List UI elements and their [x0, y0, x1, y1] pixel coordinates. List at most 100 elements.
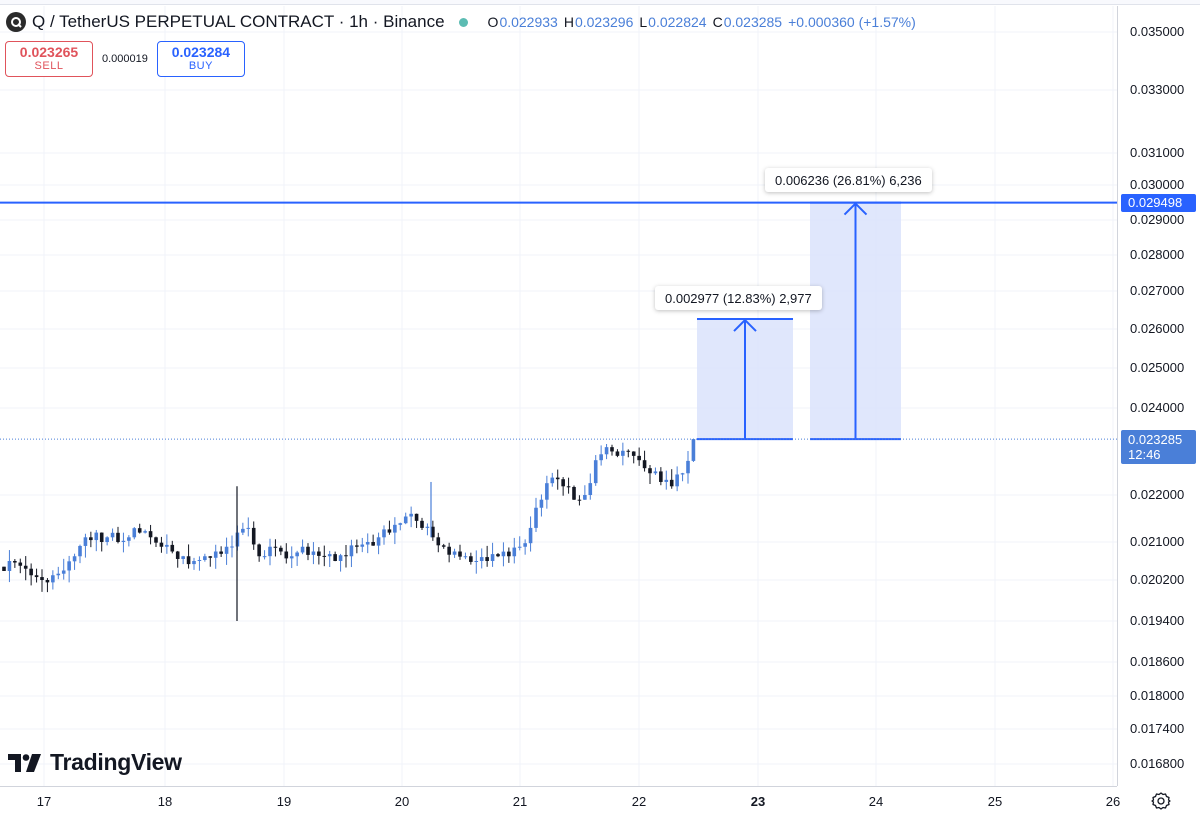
- candle-body: [18, 562, 23, 566]
- candle-body: [89, 537, 93, 541]
- bar-countdown: 12:46: [1128, 447, 1161, 462]
- candle-body: [523, 543, 527, 547]
- candle-body: [572, 486, 576, 500]
- top-toolbar-edge: [0, 0, 1200, 5]
- chart-pane[interactable]: [0, 6, 1117, 786]
- symbol-title[interactable]: Q / TetherUS PERPETUAL CONTRACT · 1h · B…: [32, 12, 445, 31]
- candle-body: [631, 451, 636, 456]
- candle-body: [170, 544, 175, 552]
- candle-body: [203, 556, 207, 560]
- candle-body: [2, 566, 6, 571]
- candle-body: [23, 565, 28, 569]
- candle-body: [295, 552, 299, 557]
- open-key: O: [487, 14, 499, 30]
- candle-body: [452, 551, 457, 555]
- chart-settings-gear-icon[interactable]: [1150, 790, 1172, 812]
- candle-body: [181, 556, 185, 559]
- candle-body: [333, 554, 337, 561]
- candle-body: [51, 575, 55, 583]
- time-tick: 22: [631, 794, 647, 809]
- candle-body: [555, 477, 560, 480]
- candle-body: [479, 557, 484, 561]
- last-price-tag: 0.023285 12:46: [1121, 430, 1196, 464]
- time-tick: 21: [512, 794, 528, 809]
- price-axis[interactable]: 0.035000 0.033000 0.031000 0.030000 0.029000…: [1117, 6, 1200, 786]
- candle-body: [45, 580, 50, 583]
- measure-label-1[interactable]: 0.002977 (12.83%) 2,977: [655, 286, 822, 310]
- candle-body: [382, 529, 386, 538]
- candle-body: [621, 450, 625, 456]
- candle-body: [615, 451, 620, 456]
- sell-price: 0.023265: [19, 44, 79, 60]
- candle-body: [159, 542, 164, 547]
- candle-body: [365, 542, 370, 545]
- candle-body: [154, 537, 158, 543]
- price-tick: 0.018600: [1130, 654, 1185, 669]
- price-tick: 0.024000: [1130, 400, 1185, 415]
- candle-body: [322, 555, 327, 557]
- tradingview-logo[interactable]: TradingView: [8, 749, 182, 776]
- candle-body: [507, 551, 511, 557]
- sell-label: SELL: [34, 60, 64, 72]
- candle-body: [143, 531, 147, 533]
- candle-body: [512, 547, 517, 557]
- candle-body: [637, 455, 641, 461]
- candle-body: [355, 545, 359, 547]
- candle-body: [550, 477, 555, 484]
- sell-button[interactable]: 0.023265 SELL: [5, 41, 93, 77]
- buy-label: BUY: [188, 60, 213, 72]
- buy-price: 0.023284: [171, 44, 231, 60]
- price-tick: 0.033000: [1130, 82, 1185, 97]
- candle-body: [72, 556, 77, 562]
- candle-body: [539, 499, 544, 508]
- time-axis[interactable]: 17 18 19 20 21 22 23 24 25 26: [0, 786, 1120, 815]
- candle-body: [496, 554, 500, 557]
- candle-body: [246, 527, 251, 529]
- candle-body: [680, 473, 685, 475]
- price-chart[interactable]: [0, 6, 1117, 786]
- candle-body: [121, 540, 126, 542]
- candle-body: [371, 542, 375, 546]
- candle-body: [653, 471, 658, 474]
- high-key: H: [563, 14, 574, 30]
- close-key: C: [712, 14, 723, 30]
- market-status-dot: [458, 17, 468, 27]
- time-tick: 18: [157, 794, 173, 809]
- time-tick: 23: [750, 794, 766, 809]
- candle-body: [669, 479, 674, 487]
- measure-label-2[interactable]: 0.006236 (26.81%) 6,236: [765, 168, 932, 192]
- candle-body: [83, 537, 88, 546]
- candle-body: [387, 529, 392, 533]
- candle-body: [13, 561, 17, 563]
- price-tick: 0.016800: [1130, 756, 1185, 771]
- high-value: 0.023296: [574, 14, 634, 30]
- buy-button[interactable]: 0.023284 BUY: [156, 41, 245, 77]
- candle-body: [420, 520, 424, 528]
- candle-body: [610, 447, 614, 452]
- symbol-logo-icon[interactable]: [6, 12, 26, 32]
- last-price-value: 0.023285: [1128, 432, 1183, 447]
- candle-body: [344, 555, 348, 557]
- candle-body: [208, 556, 213, 558]
- candle-body: [165, 544, 169, 547]
- candle-body: [490, 554, 495, 561]
- candle-body: [99, 532, 104, 542]
- candle-body: [349, 545, 354, 557]
- candle-body: [279, 547, 283, 552]
- candle-body: [691, 439, 696, 461]
- price-tick: 0.019400: [1130, 613, 1185, 628]
- price-tick: 0.026000: [1130, 321, 1185, 336]
- candle-body: [588, 483, 593, 495]
- candle-body: [577, 499, 582, 501]
- low-value: 0.022824: [648, 14, 707, 30]
- candle-body: [289, 556, 294, 559]
- candle-body: [545, 483, 549, 500]
- close-value: 0.023285: [723, 14, 783, 30]
- candle-body: [593, 460, 598, 484]
- candle-body: [474, 561, 479, 562]
- candle-body: [94, 532, 99, 541]
- candle-body: [393, 524, 397, 533]
- price-tick: 0.021000: [1130, 534, 1185, 549]
- candle-body: [458, 551, 462, 557]
- candle-body: [311, 551, 316, 555]
